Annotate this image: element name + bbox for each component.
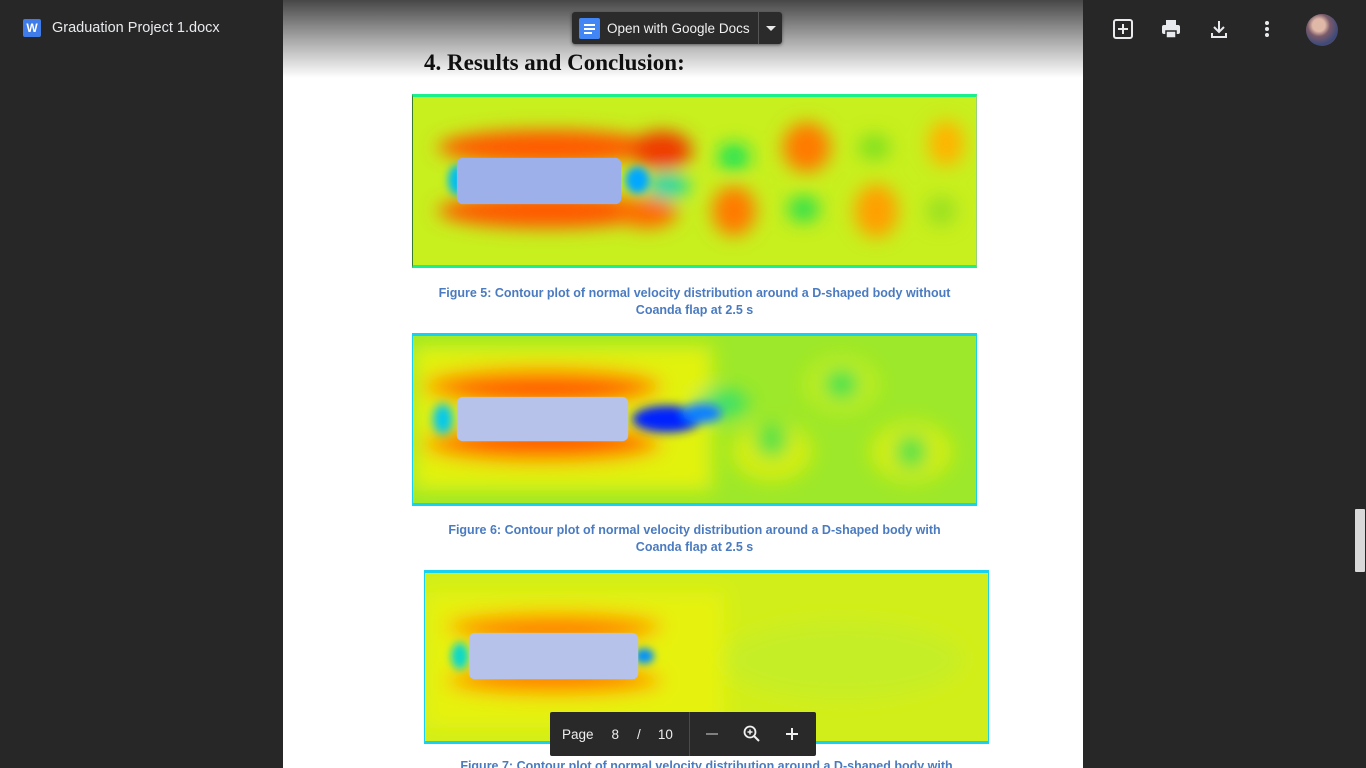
section-heading: 4. Results and Conclusion:: [424, 50, 685, 75]
figure-5-caption: Figure 5: Contour plot of normal velocit…: [412, 285, 977, 319]
page-separator: /: [637, 726, 641, 742]
current-page-input[interactable]: 8: [611, 726, 620, 742]
figure-6-caption: Figure 6: Contour plot of normal velocit…: [412, 522, 977, 556]
caption-line: Figure 5: Contour plot of normal velocit…: [438, 286, 951, 300]
account-avatar[interactable]: [1306, 14, 1338, 46]
zoom-in-icon[interactable]: [780, 722, 804, 746]
figure-7-caption: Figure 7: Contour plot of normal velocit…: [424, 758, 989, 768]
top-actions: [1112, 18, 1278, 40]
caption-line: Figure 7: Contour plot of normal velocit…: [460, 759, 953, 768]
scrollbar-thumb[interactable]: [1355, 509, 1365, 572]
page-navigation-toolbar: Page 8 / 10: [550, 712, 816, 756]
open-with-label: Open with Google Docs: [607, 20, 750, 36]
open-options-dropdown[interactable]: [765, 25, 776, 31]
figure-6-contour-image: [412, 333, 977, 506]
toolbar-divider: [688, 712, 690, 756]
zoom-out-icon[interactable]: [700, 722, 724, 746]
google-docs-icon: [579, 17, 600, 39]
figure-5-contour-image: [412, 94, 977, 268]
total-pages: 10: [657, 726, 673, 742]
download-icon[interactable]: [1208, 18, 1230, 40]
document-page: 4. Results and Conclusion:: [283, 0, 1083, 768]
caption-line: Coanda flap at 2.5 s: [635, 540, 754, 554]
zoom-fit-icon[interactable]: [740, 722, 764, 746]
file-title: W Graduation Project 1.docx: [23, 19, 220, 37]
word-file-icon: W: [23, 19, 41, 37]
open-with-google-docs-button[interactable]: Open with Google Docs: [572, 12, 782, 44]
page-label: Page: [562, 726, 594, 742]
button-divider: [757, 12, 759, 44]
more-vert-icon[interactable]: [1256, 18, 1278, 40]
caption-line: Coanda flap at 2.5 s: [635, 303, 754, 317]
vertical-scrollbar[interactable]: [1354, 0, 1366, 768]
file-name: Graduation Project 1.docx: [52, 20, 220, 36]
print-icon[interactable]: [1160, 18, 1182, 40]
caption-line: Figure 6: Contour plot of normal velocit…: [448, 523, 941, 537]
add-to-drive-icon[interactable]: [1112, 18, 1134, 40]
